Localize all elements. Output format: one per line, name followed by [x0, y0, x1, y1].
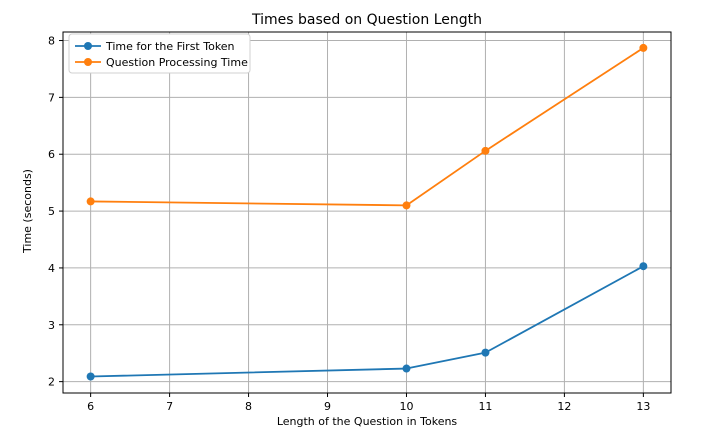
series-lines [86, 43, 648, 381]
y-tick-label: 2 [48, 376, 55, 389]
legend-box [68, 33, 251, 74]
x-tick-label: 6 [87, 400, 94, 413]
plot-frame [62, 31, 672, 394]
x-tick-label: 9 [324, 400, 331, 413]
series-line-0 [89, 265, 645, 378]
series-0-point [481, 348, 490, 357]
x-tick-label: 7 [166, 400, 173, 413]
legend-series-1-marker [84, 58, 92, 66]
series-0-point [402, 364, 411, 373]
x-tick-label: 8 [245, 400, 252, 413]
chart-title: Times based on Question Length [251, 12, 482, 28]
series-0-point [639, 262, 648, 271]
series-line-1 [89, 47, 645, 207]
x-tick-label: 13 [636, 400, 650, 413]
legend-series-0-marker [84, 42, 92, 50]
y-tick-label: 6 [48, 148, 55, 161]
legend-series-1-label: Question Processing Time [106, 56, 248, 69]
legend-series-0-label: Time for the First Token [105, 40, 235, 53]
series-1-point [481, 146, 490, 155]
series-1-point [639, 43, 648, 52]
x-tick-label: 11 [478, 400, 492, 413]
series-1-point [86, 197, 95, 206]
y-axis-label: Time (seconds) [21, 169, 34, 254]
grid-lines [63, 32, 671, 393]
series-1-point [402, 201, 411, 210]
y-tick-label: 7 [48, 91, 55, 104]
axis-ticks: 6 7 8 9 10 11 12 13 2 3 4 5 6 7 8 [48, 35, 650, 413]
y-tick-label: 4 [48, 262, 55, 275]
x-tick-label: 10 [399, 400, 413, 413]
y-tick-label: 8 [48, 35, 55, 48]
x-axis-label: Length of the Question in Tokens [277, 415, 458, 428]
x-tick-label: 12 [557, 400, 571, 413]
y-tick-label: 5 [48, 205, 55, 218]
chart-legend: Time for the First Token Question Proces… [68, 33, 251, 74]
series-0-point [86, 372, 95, 381]
plot-area-border [62, 31, 672, 394]
y-tick-label: 3 [48, 319, 55, 332]
